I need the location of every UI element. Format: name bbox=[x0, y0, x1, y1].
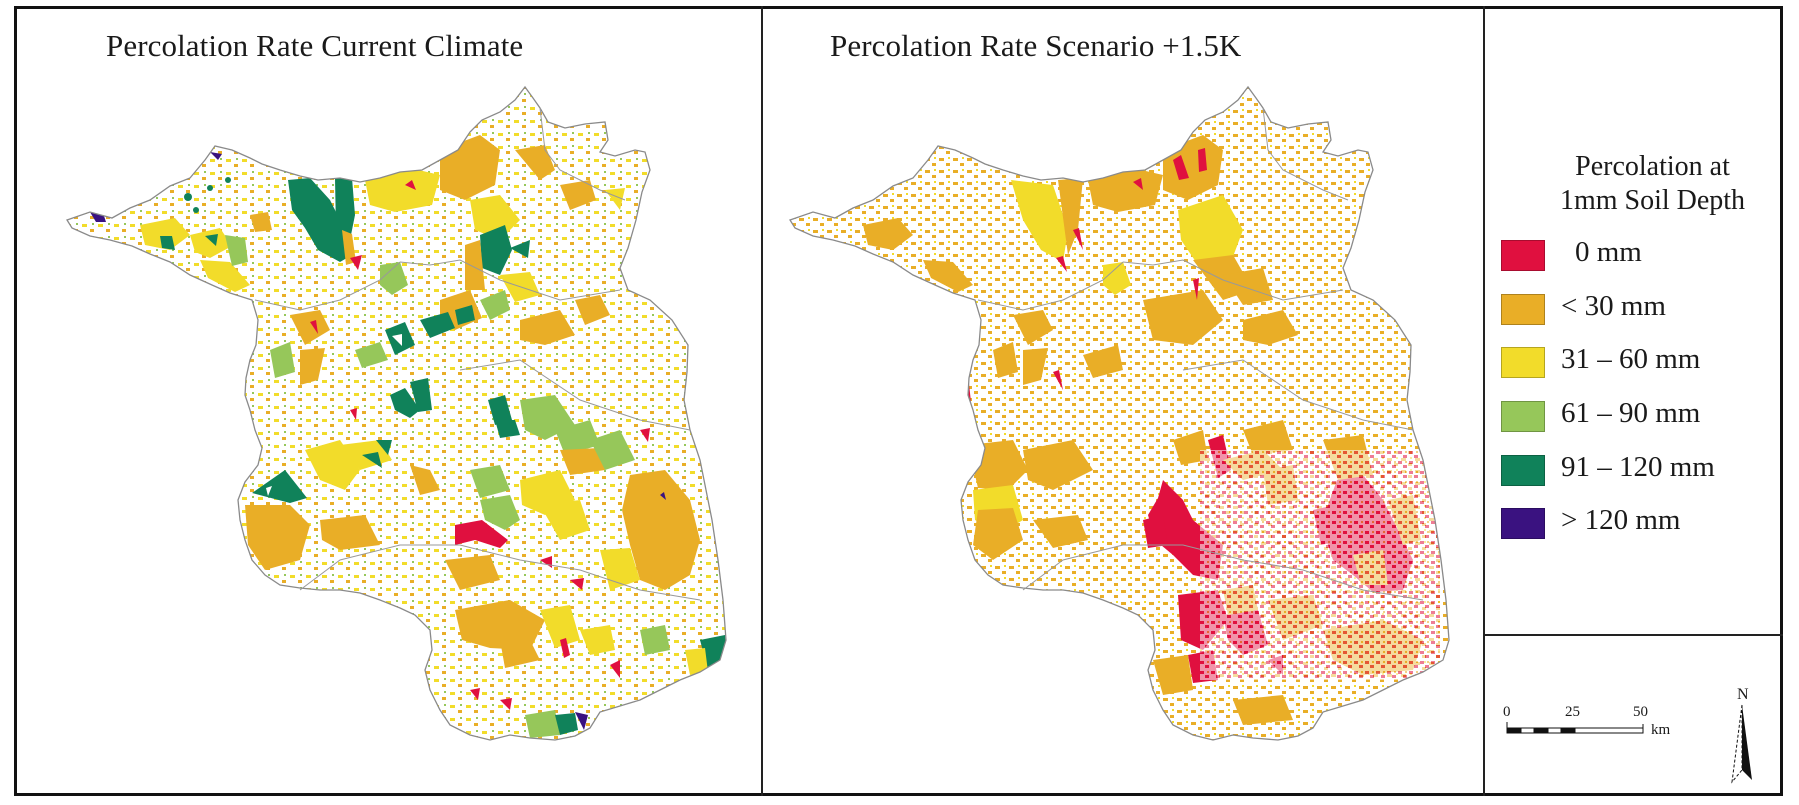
panel-title-current: Percolation Rate Current Climate bbox=[106, 28, 524, 63]
legend-title: Percolation at 1mm Soil Depth bbox=[1520, 150, 1785, 218]
scale-unit: km bbox=[1651, 722, 1671, 738]
panel-title-scenario: Percolation Rate Scenario +1.5K bbox=[830, 28, 1242, 63]
legend-title-line2: 1mm Soil Depth bbox=[1559, 185, 1746, 216]
legend-swatch-light-green bbox=[1501, 401, 1545, 432]
legend-label: 61 – 90 mm bbox=[1561, 397, 1701, 429]
legend-label: > 120 mm bbox=[1561, 504, 1681, 536]
panel-divider-2 bbox=[1483, 6, 1485, 796]
legend-divider bbox=[1483, 634, 1783, 636]
scale-tick-0: 0 bbox=[1503, 704, 1511, 720]
districts-scenario bbox=[977, 107, 1424, 601]
north-arrow-icon bbox=[1731, 704, 1752, 784]
panel-divider-1 bbox=[761, 6, 763, 796]
legend-swatch-red bbox=[1501, 240, 1545, 271]
scale-tick-50: 50 bbox=[1633, 704, 1648, 720]
north-label: N bbox=[1737, 686, 1749, 703]
districts-current bbox=[254, 107, 701, 601]
map-current-climate bbox=[67, 87, 726, 740]
figure-frame bbox=[14, 6, 1783, 796]
legend-label: 0 mm bbox=[1575, 236, 1642, 268]
legend-title-line1: Percolation at bbox=[1575, 151, 1730, 182]
scale-tick-25: 25 bbox=[1565, 704, 1580, 720]
legend-swatch-purple bbox=[1501, 508, 1545, 539]
scale-bar bbox=[1506, 722, 1644, 734]
legend-label: 91 – 120 mm bbox=[1561, 451, 1715, 483]
legend-swatch-dark-green bbox=[1501, 455, 1545, 486]
map-scenario bbox=[790, 87, 1449, 740]
legend-swatch-yellow bbox=[1501, 347, 1545, 378]
legend-label: < 30 mm bbox=[1561, 290, 1666, 322]
legend-label: 31 – 60 mm bbox=[1561, 343, 1701, 375]
legend-swatch-orange bbox=[1501, 294, 1545, 325]
